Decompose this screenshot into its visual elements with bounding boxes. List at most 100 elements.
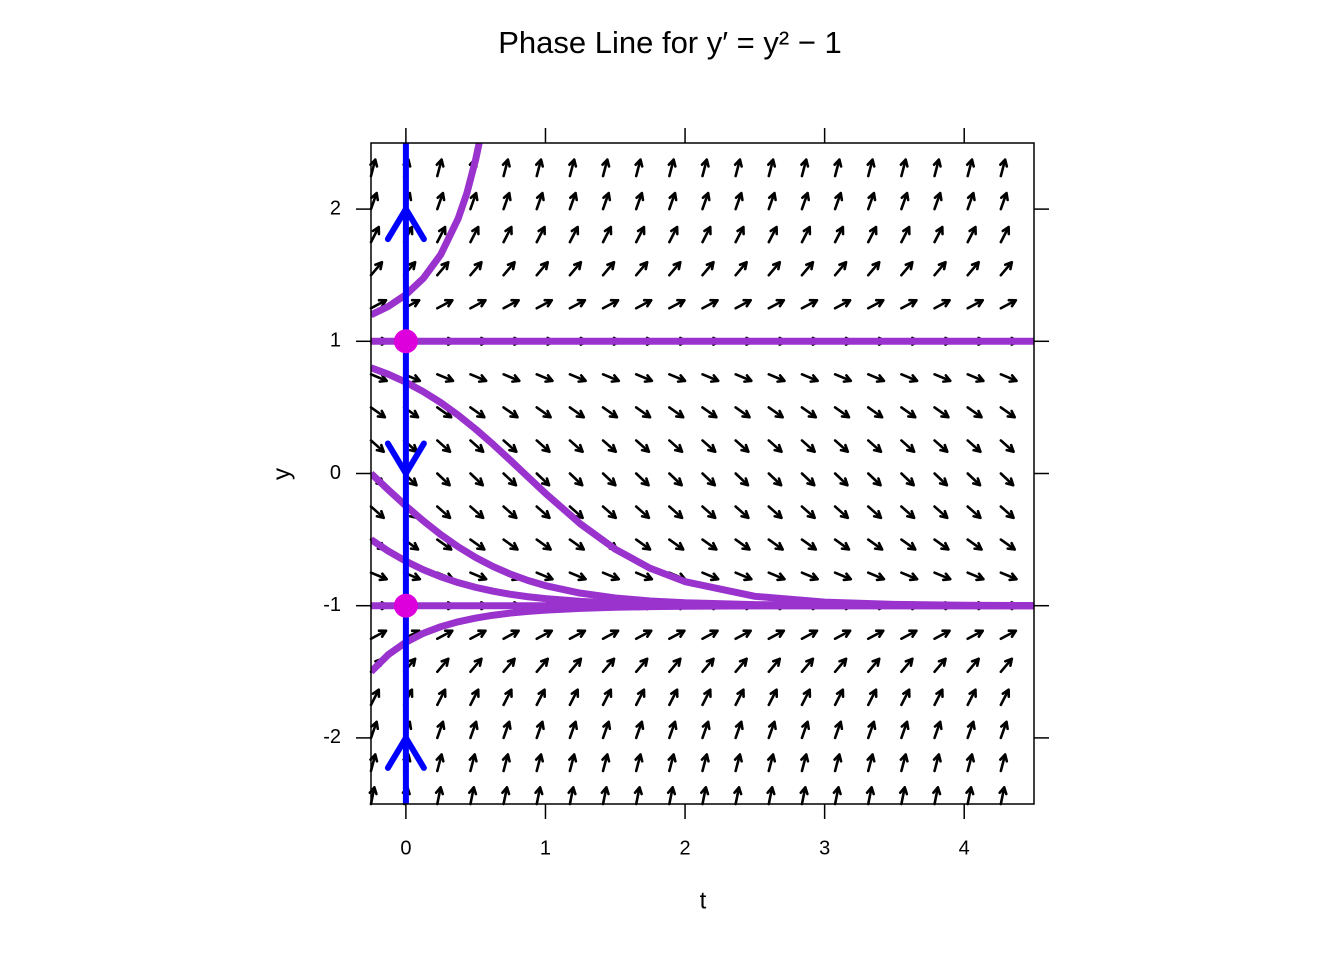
field-arrow (800, 753, 810, 773)
field-arrow (436, 298, 454, 310)
phase-arrow (384, 206, 427, 243)
field-arrow (501, 158, 511, 178)
field-arrow (833, 571, 853, 582)
field-arrow (734, 298, 752, 310)
field-arrow (469, 720, 479, 740)
field-arrow (535, 373, 554, 383)
field-arrow (832, 786, 842, 806)
field-arrow (866, 225, 878, 244)
field-arrow (766, 786, 776, 806)
field-arrow (800, 629, 819, 641)
field-arrow (535, 225, 546, 244)
x-tick-label: 1 (540, 837, 551, 859)
field-arrow (701, 472, 717, 487)
field-arrow (535, 191, 545, 211)
field-arrow (933, 439, 949, 454)
field-arrow (866, 158, 876, 178)
field-arrow (800, 472, 816, 487)
field-arrow (535, 505, 551, 520)
field-arrow (668, 191, 678, 211)
field-arrow (469, 260, 483, 277)
field-arrow (767, 571, 786, 582)
field-arrow (933, 298, 951, 310)
field-arrow (900, 406, 917, 419)
field-arrow (933, 373, 952, 383)
field-arrow (767, 505, 783, 520)
field-arrow (668, 720, 678, 740)
field-arrow (800, 260, 815, 277)
field-arrow (369, 571, 389, 582)
field-arrow (933, 260, 947, 277)
field-arrow (800, 439, 816, 454)
field-arrow (966, 538, 983, 551)
field-arrow (469, 439, 485, 454)
field-arrow (833, 538, 851, 551)
field-arrow (734, 657, 748, 674)
field-arrow (436, 472, 451, 487)
field-arrow (469, 225, 480, 244)
field-arrow (767, 538, 784, 551)
field-arrow (601, 720, 612, 740)
y-tick-label: 2 (330, 197, 341, 219)
field-arrow (933, 720, 943, 740)
field-arrow (469, 373, 488, 383)
y-axis-label: y (268, 468, 295, 480)
field-arrow (866, 688, 878, 707)
field-arrow (766, 753, 777, 773)
field-arrow (733, 753, 743, 773)
field-arrow (634, 688, 646, 707)
field-arrow (436, 720, 446, 740)
field-arrow (501, 786, 511, 806)
field-arrow (668, 406, 685, 419)
y-tick-label: -1 (323, 594, 341, 616)
field-arrow (767, 406, 784, 419)
field-arrow (833, 688, 845, 707)
field-arrow (668, 260, 682, 277)
phase-line (384, 143, 427, 804)
field-arrow (634, 657, 649, 674)
field-arrow (965, 753, 975, 773)
field-arrow (701, 298, 719, 310)
field-arrow (900, 260, 914, 277)
field-arrow (933, 538, 950, 551)
field-arrow (601, 158, 611, 178)
field-arrow (800, 373, 819, 383)
field-arrow (634, 406, 652, 419)
field-arrow (535, 406, 552, 419)
field-arrow (667, 158, 677, 178)
field-arrow (369, 260, 384, 277)
field-arrow (999, 657, 1014, 674)
field-arrow (369, 191, 380, 211)
field-arrow (501, 753, 511, 773)
field-arrow (601, 753, 611, 773)
field-arrow (999, 538, 1017, 551)
field-arrow (568, 158, 578, 178)
field-arrow (700, 753, 710, 773)
field-arrow (601, 688, 613, 707)
x-tick-label: 3 (819, 837, 830, 859)
field-arrow (899, 753, 909, 773)
field-arrow (999, 629, 1018, 641)
field-arrow (933, 472, 949, 487)
field-arrow (800, 298, 819, 310)
field-arrow (568, 538, 586, 551)
field-arrow (999, 298, 1018, 310)
field-arrow (634, 720, 645, 740)
field-arrow (899, 158, 909, 178)
field-arrow (369, 505, 386, 520)
field-arrow (734, 406, 751, 419)
field-arrow (966, 373, 985, 383)
field-arrow (933, 657, 947, 674)
field-arrow (833, 406, 851, 419)
field-arrow (469, 505, 485, 520)
field-arrow (436, 538, 453, 551)
field-arrow (999, 753, 1009, 773)
field-arrow (966, 629, 985, 641)
field-arrow (800, 505, 816, 520)
field-arrow (900, 629, 918, 641)
field-arrow (568, 505, 584, 520)
field-arrow (800, 191, 811, 211)
field-arrow (568, 225, 580, 244)
field-arrow (932, 786, 942, 806)
